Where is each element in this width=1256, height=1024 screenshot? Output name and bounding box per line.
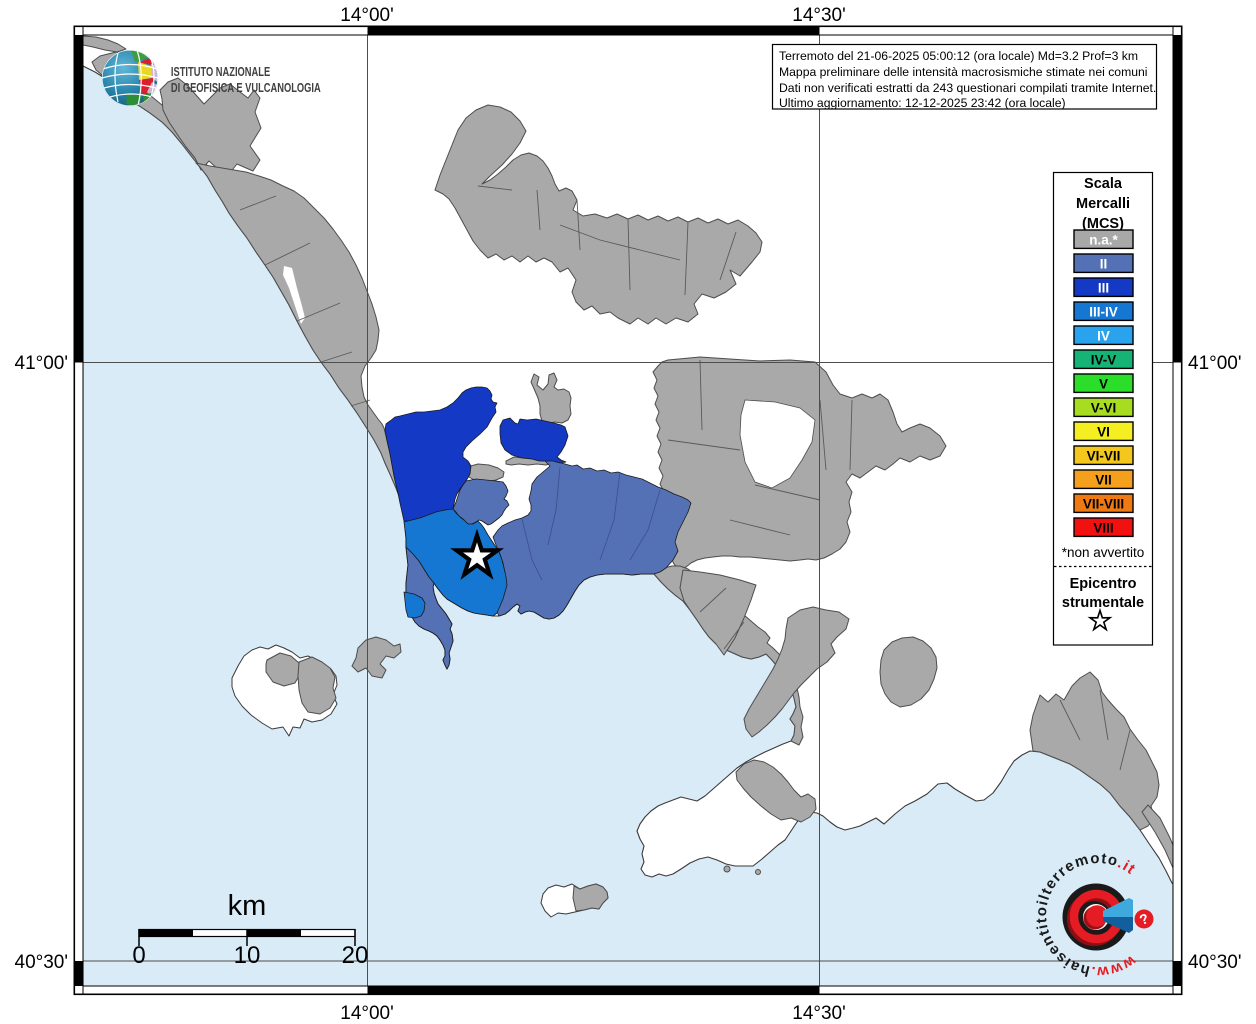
svg-text:VIII: VIII [1093, 521, 1113, 536]
svg-text:40°30': 40°30' [15, 952, 69, 973]
svg-text:Terremoto del 21-06-2025 05:00: Terremoto del 21-06-2025 05:00:12 (ora l… [779, 49, 1138, 63]
svg-text:0: 0 [132, 942, 145, 969]
svg-text:14°00': 14°00' [340, 5, 394, 26]
svg-text:40°30': 40°30' [1188, 952, 1242, 973]
svg-text:*non avvertito: *non avvertito [1062, 545, 1145, 560]
svg-text:(MCS): (MCS) [1082, 216, 1124, 232]
svg-text:VI-VII: VI-VII [1087, 449, 1121, 464]
svg-text:Ultimo aggiornamento: 12-12-20: Ultimo aggiornamento: 12-12-2025 23:42 (… [779, 96, 1066, 110]
svg-text:VII-VIII: VII-VIII [1083, 497, 1124, 512]
svg-text:II: II [1100, 257, 1108, 272]
svg-text:41°00': 41°00' [15, 353, 69, 374]
svg-text:Scala: Scala [1084, 176, 1123, 192]
svg-text:20: 20 [342, 942, 369, 969]
svg-text:14°00': 14°00' [340, 1003, 394, 1024]
svg-text:Epicentro: Epicentro [1070, 576, 1137, 592]
svg-text:km: km [228, 890, 267, 922]
svg-text:IV-V: IV-V [1091, 353, 1117, 368]
svg-text:V-VI: V-VI [1091, 401, 1117, 416]
svg-text:III-IV: III-IV [1089, 305, 1118, 320]
svg-text:n.a.*: n.a.* [1089, 233, 1118, 248]
svg-text:41°00': 41°00' [1188, 353, 1242, 374]
svg-text:Mercalli: Mercalli [1076, 196, 1130, 212]
svg-text:strumentale: strumentale [1062, 595, 1144, 611]
svg-text:DI GEOFISICA E VULCANOLOGIA: DI GEOFISICA E VULCANOLOGIA [171, 82, 321, 96]
svg-text:10: 10 [234, 942, 261, 969]
svg-text:VI: VI [1097, 425, 1110, 440]
svg-text:V: V [1099, 377, 1108, 392]
svg-text:VII: VII [1095, 473, 1112, 488]
svg-text:III: III [1098, 281, 1109, 296]
svg-text:14°30': 14°30' [792, 1003, 846, 1024]
svg-text:Dati non verificati estratti d: Dati non verificati estratti da 243 ques… [779, 81, 1156, 95]
svg-text:14°30': 14°30' [792, 5, 846, 26]
svg-text:IV: IV [1097, 329, 1110, 344]
svg-text:Mappa preliminare delle intens: Mappa preliminare delle intensità macros… [779, 65, 1148, 79]
svg-text:ISTITUTO NAZIONALE: ISTITUTO NAZIONALE [171, 66, 270, 80]
